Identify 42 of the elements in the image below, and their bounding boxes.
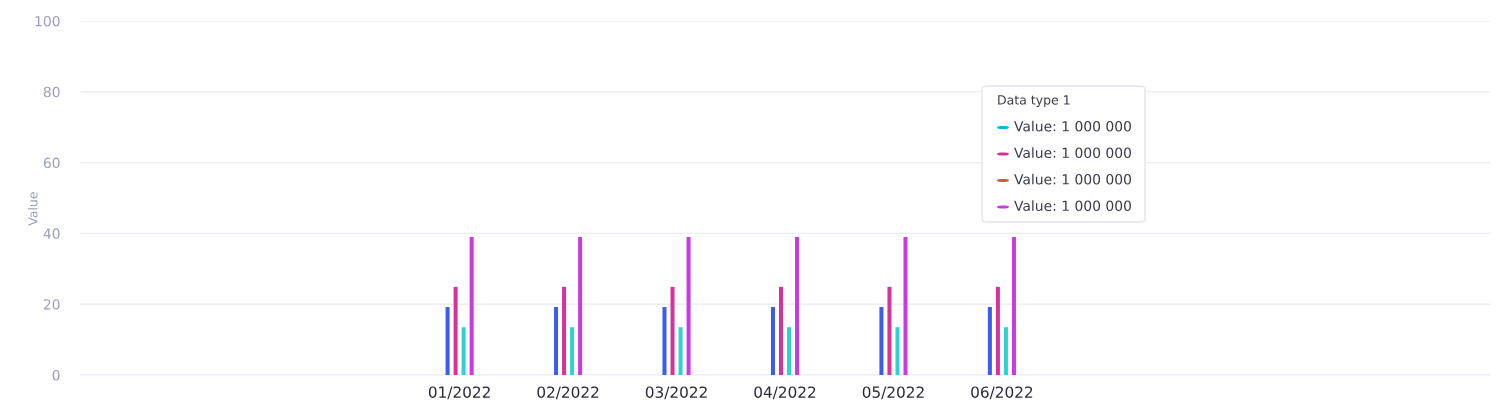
y-axis-title: Value — [27, 192, 38, 226]
bar — [895, 327, 900, 375]
annotation: Value: 1 000 000 — [1014, 200, 1131, 212]
annotation: Value: 1 000 000 — [1014, 173, 1131, 185]
bar — [578, 236, 583, 375]
bar — [461, 327, 466, 375]
bar — [795, 236, 800, 375]
y-tick-label: 0 — [52, 369, 60, 381]
annotation: Value: 1 000 000 — [1014, 120, 1131, 132]
bar — [670, 286, 675, 375]
annotation: Data type 1 — [998, 95, 1070, 108]
x-tick-label: 06/2022 — [971, 386, 1033, 400]
bar — [678, 327, 683, 375]
y-tick-label: 40 — [43, 228, 60, 239]
bar — [662, 307, 667, 375]
bar — [770, 307, 775, 375]
bar — [903, 236, 908, 375]
bar — [778, 286, 783, 375]
bar — [686, 236, 691, 375]
annotation: Value: 1 000 000 — [1014, 147, 1131, 159]
bar — [445, 307, 450, 375]
x-tick-label: 05/2022 — [862, 386, 924, 400]
y-tick-label: 60 — [43, 157, 60, 169]
bar — [879, 307, 884, 375]
bar — [453, 286, 458, 375]
bar — [1003, 327, 1008, 375]
y-tick-label: 20 — [43, 299, 60, 310]
bar — [887, 286, 892, 375]
bar — [995, 286, 1000, 375]
x-tick-label: 03/2022 — [645, 386, 707, 400]
y-tick-label: 100 — [35, 15, 60, 27]
bar — [570, 327, 575, 375]
bar — [1011, 236, 1016, 375]
bar — [469, 236, 474, 375]
x-tick-label: 02/2022 — [537, 386, 599, 400]
bar — [562, 286, 567, 375]
y-tick-label: 80 — [43, 86, 60, 98]
bar — [787, 327, 792, 375]
x-tick-label: 01/2022 — [428, 386, 490, 400]
bar — [987, 307, 992, 375]
x-tick-label: 04/2022 — [754, 386, 816, 400]
bar — [554, 307, 559, 375]
